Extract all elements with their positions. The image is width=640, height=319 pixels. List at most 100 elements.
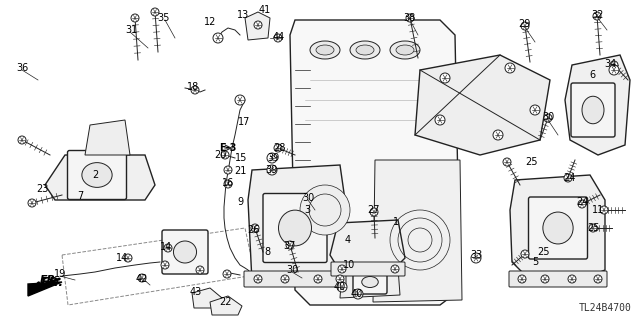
- Circle shape: [281, 275, 289, 283]
- Circle shape: [161, 261, 169, 269]
- Circle shape: [435, 115, 445, 125]
- Text: 23: 23: [36, 184, 48, 194]
- Circle shape: [521, 250, 529, 258]
- Ellipse shape: [82, 163, 112, 187]
- Circle shape: [521, 22, 529, 30]
- Circle shape: [471, 253, 481, 263]
- Circle shape: [124, 254, 132, 262]
- Text: 13: 13: [237, 10, 249, 20]
- Circle shape: [609, 65, 619, 75]
- Circle shape: [406, 14, 414, 22]
- Polygon shape: [85, 120, 130, 155]
- FancyBboxPatch shape: [529, 197, 588, 259]
- Polygon shape: [192, 288, 222, 308]
- Circle shape: [300, 185, 350, 235]
- Circle shape: [503, 158, 511, 166]
- Text: 42: 42: [136, 274, 148, 284]
- FancyBboxPatch shape: [263, 194, 327, 263]
- Circle shape: [544, 114, 552, 122]
- Circle shape: [564, 174, 572, 182]
- Polygon shape: [45, 155, 155, 200]
- Text: 7: 7: [77, 191, 83, 201]
- FancyBboxPatch shape: [571, 83, 615, 137]
- Polygon shape: [340, 268, 400, 298]
- Circle shape: [314, 275, 322, 283]
- Text: 36: 36: [16, 63, 28, 73]
- Circle shape: [518, 275, 526, 283]
- Text: 33: 33: [470, 250, 482, 260]
- Ellipse shape: [310, 41, 340, 59]
- Circle shape: [267, 165, 277, 175]
- Circle shape: [505, 63, 515, 73]
- Polygon shape: [210, 296, 242, 315]
- Polygon shape: [245, 12, 270, 40]
- Circle shape: [286, 241, 294, 249]
- Text: 41: 41: [259, 5, 271, 15]
- Circle shape: [251, 224, 259, 232]
- Circle shape: [191, 86, 199, 94]
- Circle shape: [274, 144, 282, 152]
- Circle shape: [224, 166, 232, 174]
- Circle shape: [254, 275, 262, 283]
- Text: 11: 11: [592, 205, 604, 215]
- Circle shape: [594, 275, 602, 283]
- Text: 28: 28: [273, 143, 285, 153]
- Text: 40: 40: [334, 282, 346, 292]
- Circle shape: [254, 21, 262, 29]
- Text: 5: 5: [532, 257, 538, 267]
- Text: 10: 10: [343, 260, 355, 270]
- Circle shape: [530, 105, 540, 115]
- Circle shape: [610, 61, 618, 69]
- Polygon shape: [28, 282, 62, 296]
- Ellipse shape: [316, 45, 334, 55]
- Circle shape: [138, 274, 146, 282]
- Circle shape: [267, 153, 277, 163]
- Text: 4: 4: [345, 235, 351, 245]
- Circle shape: [18, 136, 26, 144]
- Polygon shape: [248, 165, 345, 282]
- Polygon shape: [330, 220, 405, 268]
- Circle shape: [221, 151, 229, 159]
- Text: 14: 14: [116, 253, 128, 263]
- Text: 19: 19: [54, 269, 66, 279]
- Text: 20: 20: [214, 150, 226, 160]
- Ellipse shape: [396, 45, 414, 55]
- Circle shape: [589, 224, 597, 232]
- Circle shape: [336, 275, 344, 283]
- Circle shape: [224, 180, 232, 188]
- Text: 8: 8: [264, 247, 270, 257]
- Text: 25: 25: [588, 223, 600, 233]
- Text: 2: 2: [92, 170, 98, 180]
- Text: 30: 30: [286, 265, 298, 275]
- Text: 30: 30: [302, 193, 314, 203]
- Ellipse shape: [356, 45, 374, 55]
- Text: 40: 40: [351, 289, 363, 299]
- Circle shape: [578, 200, 586, 208]
- Text: 37: 37: [284, 241, 296, 251]
- Ellipse shape: [582, 96, 604, 124]
- Text: 25: 25: [537, 247, 549, 257]
- Circle shape: [353, 289, 363, 299]
- Text: 44: 44: [273, 32, 285, 42]
- Circle shape: [196, 266, 204, 274]
- Circle shape: [274, 34, 282, 42]
- FancyBboxPatch shape: [67, 151, 127, 199]
- FancyBboxPatch shape: [162, 230, 208, 274]
- Circle shape: [28, 199, 36, 207]
- Text: 18: 18: [187, 82, 199, 92]
- Text: 31: 31: [125, 25, 137, 35]
- Circle shape: [391, 265, 399, 273]
- Circle shape: [309, 194, 341, 226]
- Polygon shape: [373, 160, 462, 302]
- Ellipse shape: [350, 41, 380, 59]
- Ellipse shape: [173, 241, 196, 263]
- FancyBboxPatch shape: [331, 262, 405, 276]
- Text: 22: 22: [219, 297, 231, 307]
- Ellipse shape: [362, 277, 378, 287]
- Text: TL24B4700: TL24B4700: [579, 303, 632, 313]
- FancyBboxPatch shape: [244, 271, 346, 287]
- Circle shape: [593, 12, 601, 20]
- Circle shape: [337, 282, 347, 292]
- Text: 14: 14: [160, 242, 172, 252]
- Text: 39: 39: [267, 153, 279, 163]
